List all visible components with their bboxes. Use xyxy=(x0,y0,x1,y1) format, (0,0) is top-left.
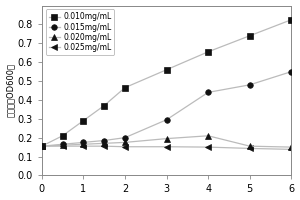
0.020mg/mL xyxy=(61,144,64,146)
0.010mg/mL xyxy=(102,104,106,107)
0.025mg/mL xyxy=(61,145,64,147)
0.015mg/mL xyxy=(123,136,127,139)
0.020mg/mL xyxy=(248,145,252,147)
0.025mg/mL xyxy=(206,146,210,148)
0.015mg/mL xyxy=(206,91,210,94)
0.025mg/mL xyxy=(248,147,252,150)
0.020mg/mL xyxy=(165,137,168,140)
0.015mg/mL xyxy=(40,145,44,147)
0.020mg/mL xyxy=(290,146,293,148)
Line: 0.020mg/mL: 0.020mg/mL xyxy=(39,133,294,150)
Line: 0.025mg/mL: 0.025mg/mL xyxy=(39,143,294,152)
0.010mg/mL xyxy=(206,51,210,53)
Y-axis label: 吸光度（OD600）: 吸光度（OD600） xyxy=(6,63,15,117)
Line: 0.015mg/mL: 0.015mg/mL xyxy=(39,69,294,149)
0.015mg/mL xyxy=(61,143,64,145)
0.015mg/mL xyxy=(248,84,252,86)
0.010mg/mL xyxy=(61,135,64,137)
0.010mg/mL xyxy=(40,145,44,147)
0.025mg/mL xyxy=(123,146,127,148)
0.025mg/mL xyxy=(290,148,293,151)
0.010mg/mL xyxy=(248,35,252,37)
0.010mg/mL xyxy=(82,119,85,122)
0.015mg/mL xyxy=(165,119,168,121)
0.010mg/mL xyxy=(290,19,293,21)
0.010mg/mL xyxy=(165,69,168,71)
0.025mg/mL xyxy=(102,145,106,147)
Legend: 0.010mg/mL, 0.015mg/mL, 0.020mg/mL, 0.025mg/mL: 0.010mg/mL, 0.015mg/mL, 0.020mg/mL, 0.02… xyxy=(46,9,114,55)
0.020mg/mL xyxy=(206,135,210,137)
0.020mg/mL xyxy=(123,141,127,144)
0.025mg/mL xyxy=(40,145,44,147)
Line: 0.010mg/mL: 0.010mg/mL xyxy=(39,17,294,149)
0.025mg/mL xyxy=(165,146,168,148)
0.015mg/mL xyxy=(82,141,85,144)
0.020mg/mL xyxy=(40,145,44,147)
0.015mg/mL xyxy=(290,70,293,73)
0.020mg/mL xyxy=(82,143,85,145)
0.025mg/mL xyxy=(82,145,85,147)
0.020mg/mL xyxy=(102,142,106,145)
0.010mg/mL xyxy=(123,86,127,89)
0.015mg/mL xyxy=(102,139,106,142)
